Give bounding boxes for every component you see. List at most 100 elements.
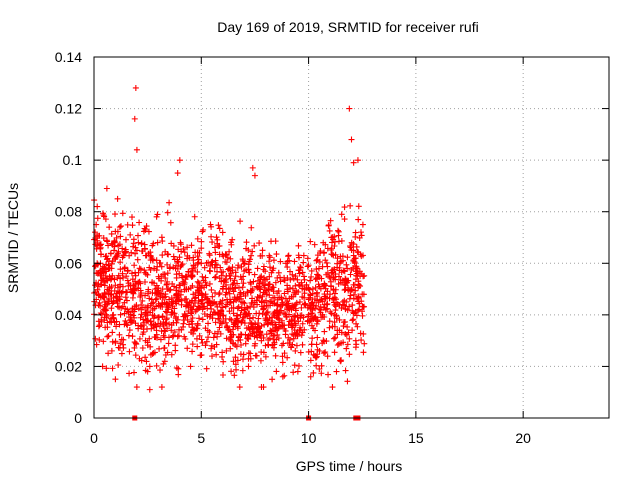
data-point — [223, 347, 230, 354]
data-point — [346, 335, 353, 342]
data-point — [215, 311, 222, 318]
data-point — [121, 310, 128, 317]
data-point — [291, 312, 298, 319]
data-point — [264, 341, 271, 348]
data-point — [266, 292, 273, 299]
data-point — [201, 310, 208, 317]
data-point — [300, 252, 307, 259]
data-point — [239, 367, 246, 374]
data-point — [293, 342, 300, 349]
data-point — [202, 342, 209, 349]
data-point — [117, 311, 124, 318]
data-point — [139, 297, 146, 304]
data-point — [107, 276, 114, 283]
data-point — [205, 298, 212, 305]
data-point — [230, 310, 237, 317]
data-point — [108, 319, 115, 326]
data-point — [98, 311, 105, 318]
data-point — [245, 355, 252, 362]
data-point — [321, 328, 328, 335]
data-point — [97, 251, 104, 258]
data-point — [198, 336, 205, 343]
y-tick-label: 0.06 — [55, 255, 82, 271]
data-point — [108, 230, 115, 237]
data-point — [143, 223, 150, 230]
data-point — [151, 334, 158, 341]
data-point — [226, 290, 233, 297]
data-point — [256, 329, 263, 336]
data-point — [333, 315, 340, 322]
data-point — [245, 266, 252, 273]
data-point — [92, 335, 99, 342]
data-point — [285, 252, 292, 259]
data-point — [222, 258, 229, 265]
data-point — [233, 366, 240, 373]
data-point — [124, 289, 131, 296]
data-point — [266, 264, 273, 271]
data-point — [243, 239, 250, 246]
data-point — [309, 315, 316, 322]
data-point — [241, 306, 248, 313]
data-point — [292, 291, 299, 298]
data-point — [120, 274, 127, 281]
data-point — [344, 265, 351, 272]
data-point — [347, 271, 354, 278]
data-point — [220, 268, 227, 275]
data-point — [191, 213, 198, 220]
data-point — [118, 350, 125, 357]
data-point — [240, 356, 247, 363]
data-point — [229, 326, 236, 333]
data-point — [132, 269, 139, 276]
data-point — [208, 286, 215, 293]
data-point — [137, 293, 144, 300]
data-point — [129, 214, 136, 221]
data-point — [109, 329, 116, 336]
data-point — [321, 301, 328, 308]
data-point — [266, 281, 273, 288]
data-point — [312, 352, 319, 359]
data-point — [100, 270, 107, 277]
data-point — [230, 280, 237, 287]
data-point — [114, 195, 121, 202]
y-tick-label: 0.08 — [55, 204, 82, 220]
data-point — [183, 295, 190, 302]
data-point — [266, 298, 273, 305]
data-point — [331, 349, 338, 356]
data-point — [356, 306, 363, 313]
data-point — [228, 305, 235, 312]
data-point — [135, 325, 142, 332]
data-point — [236, 291, 243, 298]
data-point — [132, 244, 139, 251]
data-point — [150, 315, 157, 322]
data-point — [262, 353, 269, 360]
data-point — [307, 357, 314, 364]
data-point — [332, 334, 339, 341]
data-point — [181, 279, 188, 286]
data-point — [284, 340, 291, 347]
data-point — [194, 253, 201, 260]
data-point — [184, 345, 191, 352]
data-point — [199, 273, 206, 280]
data-point — [147, 351, 154, 358]
data-point — [118, 336, 125, 343]
data-point — [298, 304, 305, 311]
data-point — [222, 319, 229, 326]
data-point — [238, 263, 245, 270]
data-point — [200, 226, 207, 233]
data-point — [180, 323, 187, 330]
data-point — [196, 315, 203, 322]
data-point — [327, 217, 334, 224]
data-point — [124, 267, 131, 274]
data-point — [312, 327, 319, 334]
data-point — [176, 296, 183, 303]
data-point — [130, 290, 137, 297]
data-point — [292, 307, 299, 314]
data-point — [186, 254, 193, 261]
data-point — [145, 318, 152, 325]
data-point — [216, 290, 223, 297]
data-point — [322, 257, 329, 264]
data-point — [159, 301, 166, 308]
data-point — [354, 248, 361, 255]
data-point — [250, 314, 257, 321]
data-point — [309, 310, 316, 317]
